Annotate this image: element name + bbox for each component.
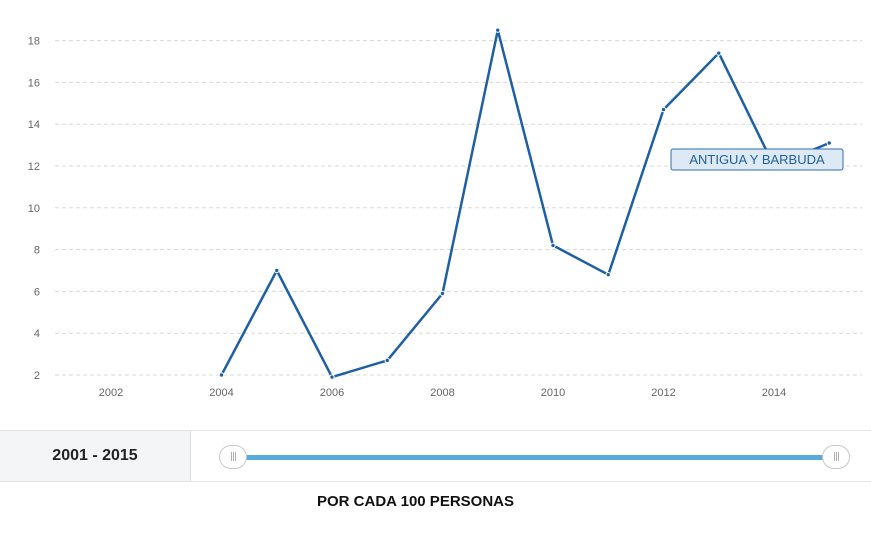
data-point[interactable] — [274, 267, 280, 274]
year-range-label: 2001 - 2015 — [0, 431, 191, 481]
year-range-slider[interactable]: ||| ||| — [191, 431, 871, 481]
y-tick-label: 4 — [34, 328, 40, 340]
y-tick-label: 18 — [28, 36, 40, 48]
data-point[interactable] — [218, 372, 225, 378]
data-point[interactable] — [605, 271, 611, 278]
slider-track[interactable] — [233, 455, 836, 460]
series-line — [220, 28, 830, 379]
y-tick-label: 8 — [34, 245, 40, 257]
data-point[interactable] — [826, 140, 832, 146]
x-tick-label: 2010 — [541, 387, 565, 399]
slider-handle-end[interactable]: ||| — [822, 445, 850, 469]
y-tick-label: 14 — [28, 119, 40, 131]
x-tick-label: 2008 — [430, 387, 454, 399]
data-point[interactable] — [439, 290, 446, 297]
x-tick-label: 2002 — [99, 387, 123, 399]
unit-label: POR CADA 100 PERSONAS — [317, 493, 514, 510]
series-label-text: ANTIGUA Y BARBUDA — [689, 152, 825, 167]
y-axis-ticks: 2 4 6 8 10 12 14 16 18 — [28, 36, 40, 382]
x-tick-label: 2006 — [320, 387, 344, 399]
data-point[interactable] — [716, 50, 722, 56]
x-tick-label: 2004 — [209, 387, 233, 399]
slider-handle-start[interactable]: ||| — [219, 445, 247, 469]
grip-icon: ||| — [832, 452, 840, 462]
x-axis-ticks: 2002 2004 2006 2008 2010 2012 2014 — [99, 387, 786, 399]
y-tick-label: 6 — [34, 286, 40, 298]
grid-lines — [55, 40, 862, 376]
x-tick-label: 2012 — [651, 387, 675, 399]
year-range-bar: 2001 - 2015 ||| ||| — [0, 430, 871, 482]
data-point[interactable] — [384, 357, 390, 364]
y-tick-label: 2 — [34, 370, 40, 382]
y-tick-label: 10 — [28, 203, 40, 215]
series-label-box — [670, 148, 844, 171]
y-tick-label: 16 — [28, 77, 40, 89]
series-label-layer: ANTIGUA Y BARBUDA — [670, 148, 844, 171]
data-point[interactable] — [495, 27, 501, 33]
x-tick-label: 2014 — [762, 387, 786, 399]
data-point[interactable] — [550, 242, 556, 249]
series-layer — [218, 27, 832, 380]
y-tick-label: 12 — [28, 161, 40, 173]
data-point[interactable] — [329, 374, 335, 380]
grip-icon: ||| — [229, 452, 237, 462]
data-point[interactable] — [660, 106, 667, 113]
series-label: ANTIGUA Y BARBUDA — [670, 148, 844, 171]
